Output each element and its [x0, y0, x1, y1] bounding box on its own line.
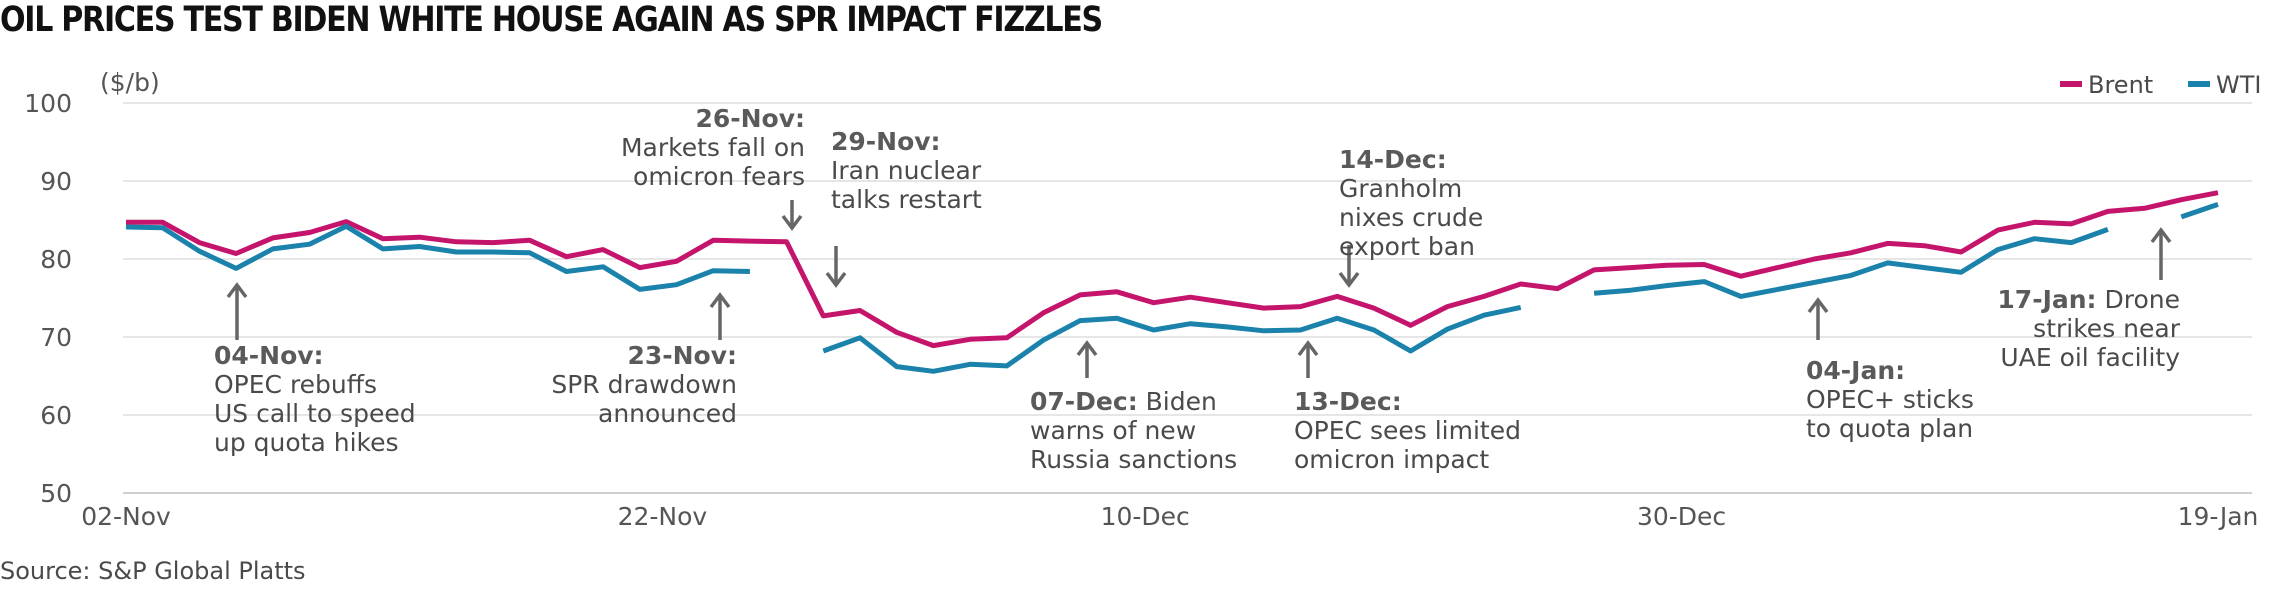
annotation-date: 13-Dec: — [1294, 387, 1402, 416]
annotation-heading: 17-Jan: Drone — [1997, 285, 2180, 314]
annotation-date: 23-Nov: — [627, 341, 737, 370]
annotation-date: 07-Dec: — [1030, 387, 1138, 416]
y-tick-label: 80 — [40, 245, 72, 274]
x-tick-label: 22-Nov — [618, 502, 708, 531]
annotation-text-line: OPEC sees limited — [1294, 416, 1521, 445]
chart-title: OIL PRICES TEST BIDEN WHITE HOUSE AGAIN … — [0, 0, 1103, 40]
annotation-date: 17-Jan: — [1997, 285, 2096, 314]
annotation-heading: 07-Dec: Biden — [1030, 387, 1217, 416]
annotation-text-line: omicron impact — [1294, 445, 1489, 474]
annotation-text-line: US call to speed — [214, 399, 416, 428]
y-axis-unit-label: ($/b) — [100, 68, 160, 97]
y-tick-label: 60 — [40, 401, 72, 430]
x-tick-label: 30-Dec — [1637, 502, 1726, 531]
annotation-text-line: talks restart — [831, 185, 982, 214]
annotation-date: 29-Nov: — [831, 127, 941, 156]
series-line-brent-1 — [126, 190, 2219, 349]
gridlines — [123, 102, 2252, 494]
annotation-text-line: strikes near — [2033, 314, 2181, 343]
annotation-text-line: announced — [598, 399, 737, 428]
series-line-wti-1 — [125, 223, 750, 292]
annotation-text-line: export ban — [1339, 232, 1475, 261]
annotation-text-line: OPEC+ sticks — [1806, 385, 1974, 414]
legend-entry-wti: WTI — [2188, 71, 2261, 99]
series-line-wti-4 — [2180, 202, 2219, 220]
series-line-wti-3 — [1593, 227, 2109, 299]
annotation-arrowhead — [1297, 340, 1319, 357]
annotation-date: 04-Nov: — [214, 341, 324, 370]
annotation-text-line: Iran nuclear — [831, 156, 982, 185]
y-tick-label: 50 — [40, 479, 72, 508]
legend-label-brent: Brent — [2088, 71, 2153, 99]
annotation-text-line: warns of new — [1030, 416, 1196, 445]
y-tick-label: 70 — [40, 323, 72, 352]
annotation-heading: 23-Nov: — [627, 341, 737, 370]
annotation-arrowhead — [226, 282, 248, 299]
annotation-text-line: OPEC rebuffs — [214, 370, 377, 399]
legend: Brent WTI — [2060, 71, 2261, 99]
annotation-text-line: nixes crude — [1339, 203, 1483, 232]
annotation-date: 04-Jan: — [1806, 356, 1905, 385]
annotation-arrowhead — [781, 214, 803, 231]
annotation-date: 26-Nov: — [695, 104, 805, 133]
y-axis: 50 60 70 80 90 100 — [24, 89, 72, 508]
legend-label-wti: WTI — [2216, 71, 2261, 99]
series-line-wti-2 — [822, 304, 1522, 374]
annotation-text-line: Russia sanctions — [1030, 445, 1237, 474]
annotation-heading: 04-Nov: — [214, 341, 324, 370]
annotation-text-line: to quota plan — [1806, 414, 1973, 443]
x-tick-label: 19-Jan — [2178, 502, 2259, 531]
annotation-heading: 26-Nov: — [695, 104, 805, 133]
annotation-text: Biden — [1138, 387, 1217, 416]
annotation-date: 14-Dec: — [1339, 145, 1447, 174]
legend-entry-brent: Brent — [2060, 71, 2153, 99]
annotation-heading: 13-Dec: — [1294, 387, 1402, 416]
x-axis: 02-Nov 22-Nov 10-Dec 30-Dec 19-Jan — [81, 502, 2258, 531]
annotation-heading: 14-Dec: — [1339, 145, 1447, 174]
annotation-arrowhead — [2150, 227, 2172, 244]
annotation-arrowhead — [1076, 340, 1098, 357]
y-tick-label: 100 — [24, 89, 72, 118]
annotation-heading: 29-Nov: — [831, 127, 941, 156]
annotation-text-line: UAE oil facility — [2000, 343, 2180, 372]
annotation-arrowhead — [1807, 297, 1829, 314]
x-tick-label: 02-Nov — [81, 502, 171, 531]
annotation-text-line: omicron fears — [633, 162, 805, 191]
annotation-text-line: Granholm — [1339, 174, 1462, 203]
annotation-arrowhead — [709, 292, 731, 309]
annotation-heading: 04-Jan: — [1806, 356, 1905, 385]
annotation-text: Drone — [2097, 285, 2180, 314]
source-note: Source: S&P Global Platts — [0, 557, 306, 585]
annotation-arrowhead — [825, 271, 847, 288]
x-tick-label: 10-Dec — [1101, 502, 1190, 531]
series-lines — [125, 190, 2219, 374]
y-tick-label: 90 — [40, 167, 72, 196]
annotation-text-line: Markets fall on — [621, 133, 805, 162]
annotation-arrowhead — [1338, 271, 1360, 288]
annotation-text-line: SPR drawdown — [551, 370, 737, 399]
annotation-text-line: up quota hikes — [214, 428, 399, 457]
